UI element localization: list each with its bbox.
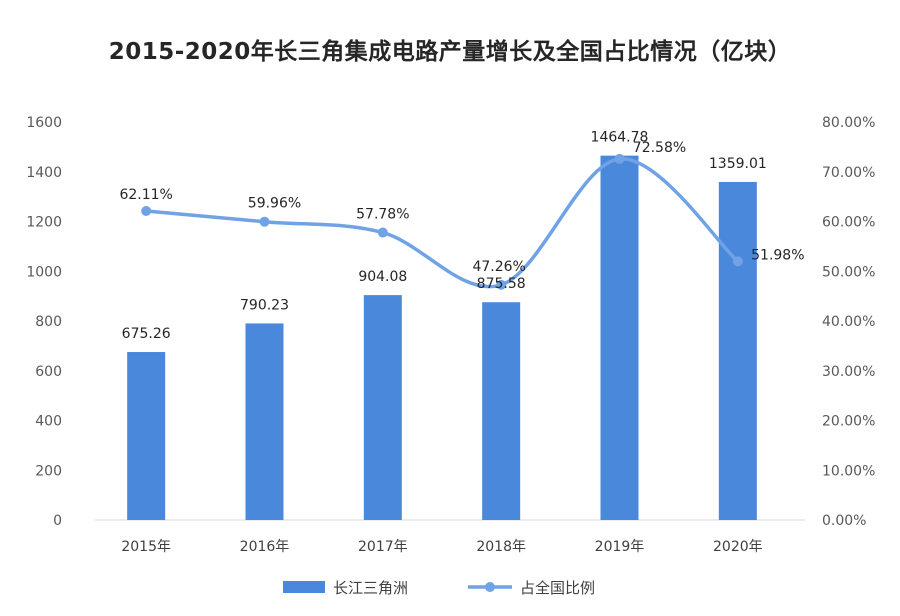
line-value-label: 51.98% (751, 247, 804, 263)
y-right-tick-label: 0.00% (822, 513, 866, 529)
line-point (614, 153, 625, 164)
y-left-tick-label: 1400 (26, 165, 62, 181)
legend-line-label: 占全国比例 (520, 579, 595, 597)
x-tick-label: 2017年 (358, 539, 408, 555)
line-point (496, 279, 507, 290)
y-left-tick-label: 200 (35, 463, 62, 479)
y-left-tick-label: 800 (35, 314, 62, 330)
line-point (259, 216, 270, 227)
bar (245, 323, 284, 520)
legend-bar-label: 长江三角洲 (333, 579, 408, 597)
line-value-label: 72.58% (633, 140, 686, 156)
chart-title: 2015-2020年长三角集成电路产量增长及全国占比情况（亿块） (108, 39, 792, 65)
y-right-tick-label: 10.00% (822, 463, 875, 479)
y-left-tick-label: 1000 (26, 264, 62, 280)
y-right-tick-label: 70.00% (822, 165, 875, 181)
legend-line-marker (485, 582, 495, 592)
line-value-label: 59.96% (248, 196, 301, 212)
bar (363, 295, 402, 520)
bar (600, 155, 639, 520)
bar (482, 302, 521, 520)
line-value-label: 62.11% (119, 187, 172, 203)
y-left-tick-label: 600 (35, 364, 62, 380)
line-point (377, 227, 388, 238)
y-right-tick-label: 40.00% (822, 314, 875, 330)
bar (718, 181, 757, 520)
bar-value-label: 790.23 (240, 297, 289, 313)
bar (127, 352, 166, 520)
y-right-tick-label: 30.00% (822, 364, 875, 380)
y-left-tick-label: 1200 (26, 215, 62, 231)
line-point (141, 206, 152, 217)
bar-value-label: 1464.78 (591, 130, 649, 146)
x-tick-label: 2018年 (476, 539, 526, 555)
line-value-label: 57.78% (356, 207, 409, 223)
y-right-tick-label: 60.00% (822, 215, 875, 231)
line-series-path (146, 157, 739, 289)
x-tick-label: 2020年 (713, 539, 763, 555)
bar-value-label: 904.08 (358, 269, 407, 285)
line-point (732, 256, 743, 267)
y-left-tick-label: 1600 (26, 115, 62, 131)
bar-value-label: 675.26 (122, 326, 171, 342)
y-left-tick-label: 0 (53, 513, 62, 529)
x-tick-label: 2016年 (240, 539, 290, 555)
bar-value-label: 1359.01 (709, 156, 767, 172)
legend-bar-swatch (283, 581, 325, 593)
y-right-tick-label: 50.00% (822, 264, 875, 280)
y-left-tick-label: 400 (35, 414, 62, 430)
x-tick-label: 2015年 (121, 539, 171, 555)
line-value-label: 47.26% (472, 259, 525, 275)
y-right-tick-label: 80.00% (822, 115, 875, 131)
y-right-tick-label: 20.00% (822, 414, 875, 430)
bar-value-label: 875.58 (477, 276, 526, 292)
x-tick-label: 2019年 (595, 539, 645, 555)
